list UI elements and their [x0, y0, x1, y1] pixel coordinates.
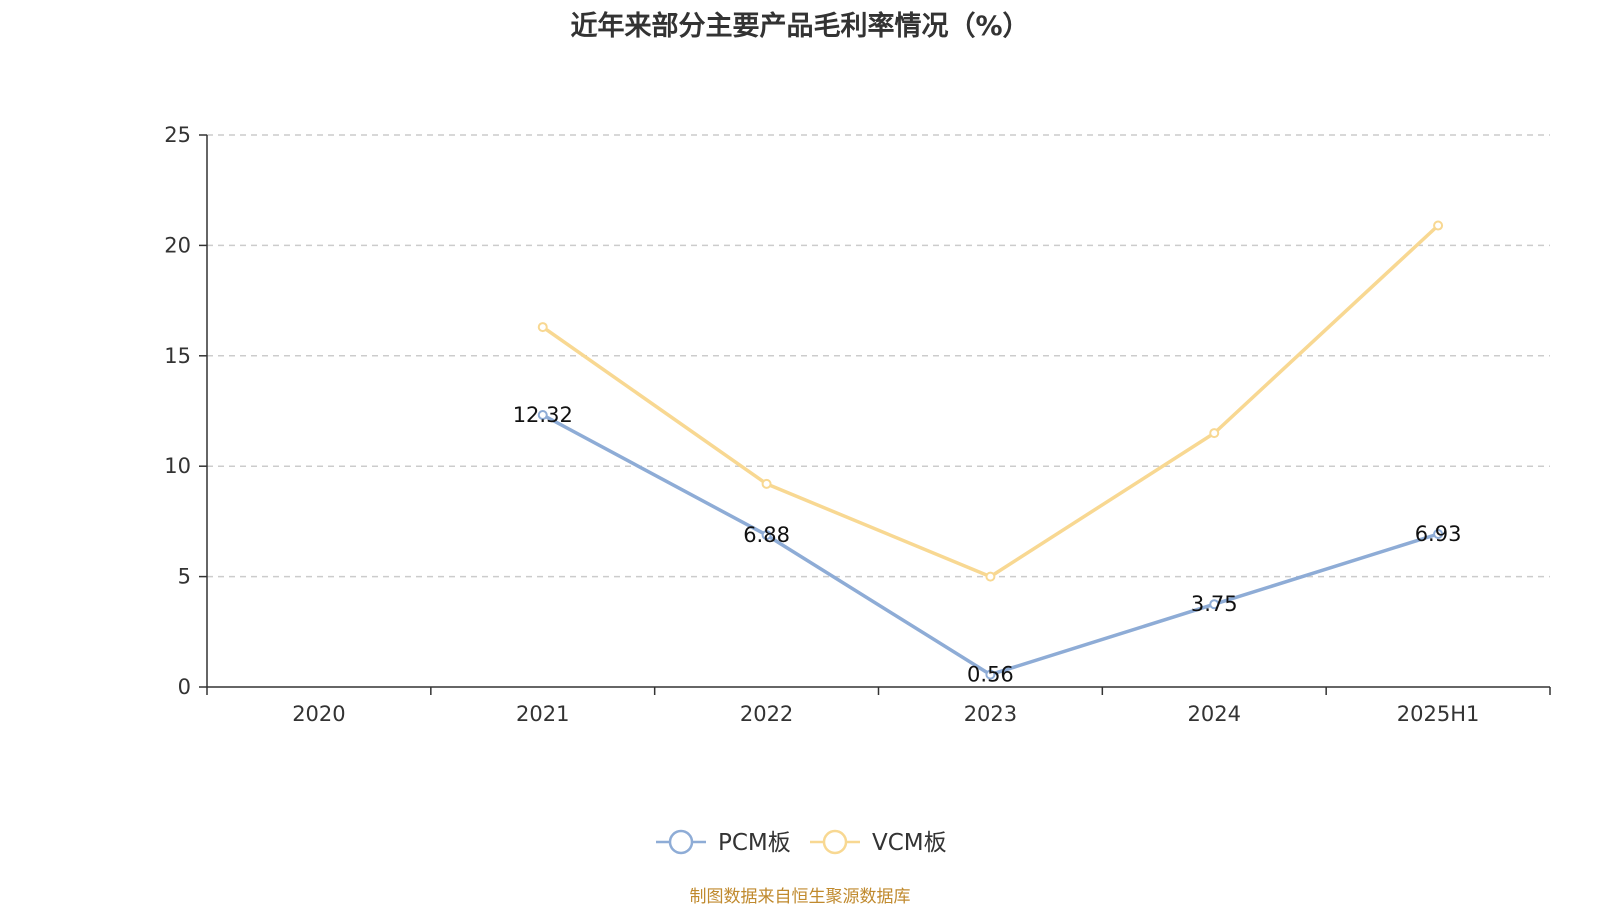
data-point-1-2023[interactable]	[985, 571, 996, 582]
data-point-0-2024[interactable]	[1209, 599, 1220, 610]
data-point-1-2024[interactable]	[1209, 428, 1220, 439]
data-labels: 12.32 6.88 0.56 3.75 6.93	[513, 403, 1462, 687]
legend-marker-icon	[668, 829, 694, 855]
y-tick-label-10: 10	[164, 454, 191, 478]
x-tick-label-2022: 2022	[740, 702, 793, 726]
x-tick-label-2024: 2024	[1188, 702, 1241, 726]
x-tick-label-2023: 2023	[964, 702, 1017, 726]
legend-label: VCM板	[872, 830, 947, 856]
y-tick-label-20: 20	[164, 233, 191, 257]
legend-label: PCM板	[718, 830, 791, 856]
legend-item-1[interactable]: VCM板	[810, 829, 947, 856]
data-point-1-2022[interactable]	[761, 478, 772, 489]
data-point-0-2022[interactable]	[761, 530, 772, 541]
series-lines	[537, 220, 1444, 680]
series-line-1	[541, 223, 1440, 579]
chart-title: 近年来部分主要产品毛利率情况（%）	[570, 11, 1030, 42]
legend-marker-icon	[822, 829, 848, 855]
legend-item-0[interactable]: PCM板	[656, 829, 791, 856]
y-tick-label-5: 5	[178, 565, 191, 589]
x-tick-label-2020: 2020	[292, 702, 345, 726]
legend[interactable]: PCM板 VCM板	[656, 829, 947, 856]
data-point-0-2021[interactable]	[537, 409, 548, 420]
data-point-0-2023[interactable]	[985, 669, 996, 680]
data-point-1-2025H1[interactable]	[1433, 220, 1444, 231]
series-line-0	[541, 413, 1440, 677]
gridlines	[207, 134, 1550, 578]
data-label-0-2024: 3.75	[1191, 592, 1238, 616]
data-label-0-2021: 12.32	[513, 403, 573, 427]
data-label-0-2025H1: 6.93	[1415, 522, 1462, 546]
y-tick-label-15: 15	[164, 344, 191, 368]
x-tick-label-2021: 2021	[516, 702, 569, 726]
data-label-0-2023: 0.56	[967, 663, 1014, 687]
y-tick-label-25: 25	[164, 123, 191, 147]
source-note: 制图数据来自恒生聚源数据库	[689, 887, 911, 907]
y-tick-label-0: 0	[178, 675, 191, 699]
axes: 0 5 10 15 20 25 2020 2021 2022 2023 2024 2025H1	[164, 123, 1551, 726]
x-tick-label-2025H1: 2025H1	[1397, 702, 1480, 726]
data-label-0-2022: 6.88	[743, 523, 790, 547]
data-point-1-2021[interactable]	[537, 322, 548, 333]
data-point-0-2025H1[interactable]	[1433, 528, 1444, 539]
